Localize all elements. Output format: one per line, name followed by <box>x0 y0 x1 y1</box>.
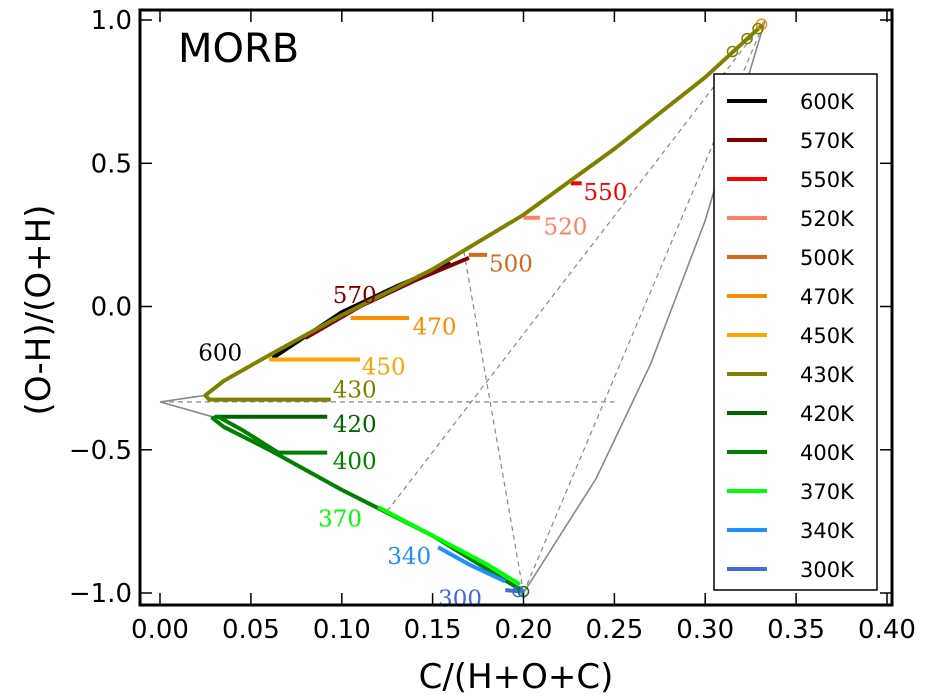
curve-label-550K: 550 <box>584 180 628 206</box>
legend-label-420K: 420K <box>800 402 855 426</box>
y-tick-label: 0.0 <box>91 293 132 323</box>
x-axis-label: C/(H+O+C) <box>419 657 614 697</box>
x-tick-label: 0.05 <box>222 615 280 645</box>
y-tick-label: −0.5 <box>69 436 132 466</box>
endpoint-markers <box>512 18 768 598</box>
y-tick-label: −1.0 <box>69 579 132 609</box>
curve-label-420K: 420 <box>333 412 377 438</box>
panel-title: MORB <box>178 26 299 72</box>
legend-label-500K: 500K <box>800 246 855 270</box>
axis-ticks: 0.00 0.05 0.10 0.15 0.20 0.25 0.30 0.35 0.40 1.0 0… <box>69 6 916 645</box>
series-line-300K <box>505 588 524 594</box>
x-tick-label: 0.00 <box>131 615 189 645</box>
x-tick-label: 0.40 <box>858 615 916 645</box>
curve-label-400K: 400 <box>333 449 377 475</box>
endpoint-marker-1 <box>752 22 764 35</box>
legend-label-470K: 470K <box>800 285 855 309</box>
plot-frame <box>138 8 894 607</box>
x-tick-label: 0.35 <box>767 615 825 645</box>
endpoint-marker-5 <box>512 585 524 598</box>
y-axis-label: (O-H)/(O+H) <box>19 205 59 416</box>
legend-label-570K: 570K <box>800 129 855 153</box>
curve-label-340K: 340 <box>387 544 431 570</box>
series-line-430K <box>203 24 763 402</box>
x-tick-label: 0.10 <box>313 615 371 645</box>
x-tick-label: 0.20 <box>495 615 553 645</box>
reference-line-solid-0 <box>159 401 213 418</box>
legend-label-300K: 300K <box>800 558 855 582</box>
legend-label-340K: 340K <box>800 519 855 543</box>
y-tick-label: 0.5 <box>91 149 132 179</box>
reference-line-dashed-1 <box>522 19 766 594</box>
series-line-340K <box>437 545 507 584</box>
endpoint-marker-3 <box>726 45 739 58</box>
reference-line-solid-1 <box>159 394 206 403</box>
legend-label-520K: 520K <box>800 207 855 231</box>
legend-label-400K: 400K <box>800 441 855 465</box>
legend-label-450K: 450K <box>800 324 855 348</box>
legend-label-370K: 370K <box>800 480 855 504</box>
curve-label-600K: 600 <box>198 340 242 366</box>
series-line-370K <box>377 505 521 587</box>
y-tick-label: 1.0 <box>91 6 132 36</box>
endpoint-marker-2 <box>741 32 753 45</box>
series-line-400K <box>210 414 525 594</box>
x-tick-label: 0.30 <box>676 615 734 645</box>
legend-label-430K: 430K <box>800 363 855 387</box>
legend-label-550K: 550K <box>800 168 855 192</box>
reference-lines <box>159 19 766 594</box>
reference-line-dashed-3 <box>386 19 766 512</box>
x-tick-label: 0.25 <box>585 615 643 645</box>
curve-label-370K: 370 <box>318 507 362 533</box>
curve-label-570K: 570 <box>333 283 377 309</box>
x-tick-label: 0.15 <box>404 615 462 645</box>
legend: 600K 570K 550K 520K 500K 470K 450K 430K 420K 400K… <box>713 73 878 591</box>
series-lines <box>203 24 763 594</box>
reference-line-dashed-2 <box>462 249 525 594</box>
curve-label-450K: 450 <box>362 355 406 381</box>
curve-label-430K: 430 <box>333 378 377 404</box>
curve-label-300K: 300 <box>438 587 482 613</box>
curve-label-470K: 470 <box>413 315 457 341</box>
legend-label-600K: 600K <box>800 90 855 114</box>
curve-label-500K: 500 <box>489 252 533 278</box>
legend-frame <box>713 73 878 591</box>
curve-label-520K: 520 <box>544 214 588 240</box>
